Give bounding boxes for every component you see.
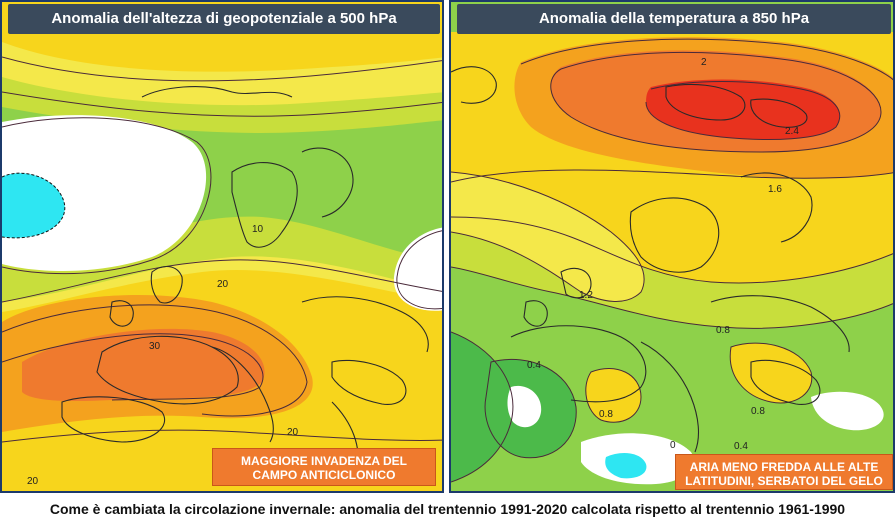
cyan-anomaly-area xyxy=(2,173,65,238)
red-anomaly-core xyxy=(646,79,840,140)
band-dark-orange xyxy=(22,328,265,402)
cyan-patch-south xyxy=(605,452,647,479)
contour-label-0-8: 0.8 xyxy=(716,325,730,336)
left-map-title: Anomalia dell'altezza di geopotenziale a… xyxy=(8,4,440,34)
contour-label-1-2: 1.2 xyxy=(579,290,593,301)
geopotential-anomaly-map: 10 20 30 20 20 Anomalia dell'altezza di … xyxy=(0,0,444,493)
contour-label-0-8-east: 0.8 xyxy=(751,406,765,417)
white-patch-east xyxy=(811,391,884,431)
yellow-patch-east xyxy=(730,343,812,403)
temperature-map-graphic: 2 2.4 1.6 1.2 0.8 0.4 0.8 0.8 0.4 0 xyxy=(451,2,893,491)
white-iberia-area xyxy=(507,385,542,428)
contour-label-0-8-south: 0.8 xyxy=(599,409,613,420)
contour-label-0-4-south: 0.4 xyxy=(734,441,748,452)
cyan-contour-dashed xyxy=(2,172,66,239)
yellow-patch-south xyxy=(585,368,641,423)
white-anomaly-area xyxy=(2,115,207,272)
coastlines xyxy=(61,86,429,473)
temperature-anomaly-map: 2 2.4 1.6 1.2 0.8 0.4 0.8 0.8 0.4 0 Anom… xyxy=(449,0,895,493)
contour-label-20-south: 20 xyxy=(287,427,299,438)
left-map-note: MAGGIORE INVADENZA DEL CAMPO ANTICICLONI… xyxy=(212,448,436,486)
contour-label-0: 0 xyxy=(670,440,676,451)
contour-label-1-6: 1.6 xyxy=(768,184,782,195)
contour-label-0-4-west: 0.4 xyxy=(527,360,541,371)
contour-label-20: 20 xyxy=(217,279,229,290)
figure-caption: Come è cambiata la circolazione invernal… xyxy=(49,501,846,517)
contour-lines xyxy=(2,56,442,443)
contour-label-2: 2 xyxy=(701,57,707,68)
band-light-yellow xyxy=(451,172,645,302)
contour-lines xyxy=(451,38,893,483)
contour-label-20-southwest: 20 xyxy=(27,476,39,487)
contour-label-10: 10 xyxy=(252,224,264,235)
right-map-note: ARIA MENO FREDDA ALLE ALTE LATITUDINI, S… xyxy=(675,454,893,490)
geopotential-map-graphic: 10 20 30 20 20 xyxy=(2,2,442,491)
coastlines xyxy=(451,66,850,453)
contour-label-30: 30 xyxy=(149,341,161,352)
white-east-area xyxy=(393,227,442,311)
right-map-title: Anomalia della temperatura a 850 hPa xyxy=(457,4,891,34)
contour-label-2-4: 2.4 xyxy=(785,126,799,137)
